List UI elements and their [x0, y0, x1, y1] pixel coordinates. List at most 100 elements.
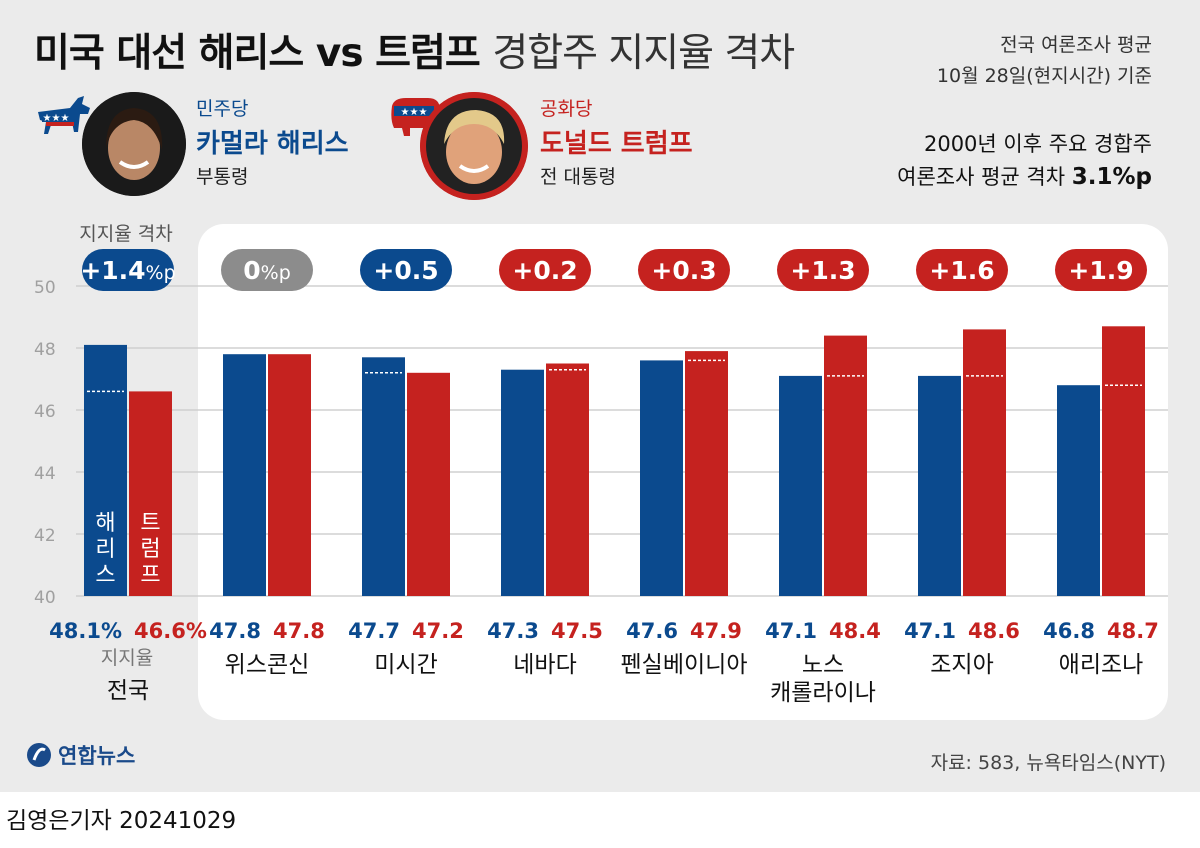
category-label: 캐롤라이나 — [770, 680, 876, 706]
gap-pill — [916, 249, 1008, 291]
trump-bar — [963, 329, 1006, 596]
category-label: 네바다 — [513, 652, 576, 678]
category-label: 노스 — [802, 652, 844, 678]
trump-party: 공화당 — [540, 98, 593, 120]
trump-bar — [407, 372, 450, 596]
harris-party: 민주당 — [196, 98, 249, 120]
category-label: 펜실베이니아 — [621, 652, 748, 678]
gap-value-label: 0%p — [243, 256, 291, 285]
trump-bar — [1102, 326, 1145, 596]
harris-info: 민주당 카멀라 해리스 부통령 — [196, 94, 349, 189]
gap-number: +1.3 — [790, 256, 855, 285]
y-tick-label: 46 — [34, 402, 56, 422]
trump-value-label: 47.9 — [690, 619, 742, 643]
gap-pill — [82, 249, 174, 291]
gap-pill — [499, 249, 591, 291]
harris-in-bar-char: 해 — [95, 511, 115, 536]
trump-bar — [546, 363, 589, 596]
gap-pill — [221, 249, 313, 291]
gap-unit: %p — [261, 262, 291, 284]
trump-value-label: 47.2 — [412, 619, 464, 643]
trump-name: 도널드 트럼프 — [540, 129, 693, 159]
democrat-donkey-icon: ★★★ — [38, 96, 90, 134]
gap-pill — [1055, 249, 1147, 291]
svg-text:★★★: ★★★ — [43, 113, 70, 124]
harris-name: 카멀라 해리스 — [196, 129, 349, 159]
page-title: 미국 대선 해리스 vs 트럼프 경합주 지지율 격차 — [34, 22, 795, 78]
source-note: 자료: 583, 뉴욕타임스(NYT) — [930, 752, 1166, 774]
survey-note: 전국 여론조사 평균 10월 28일(현지시간) 기준 — [937, 30, 1152, 92]
gap-unit: %p — [146, 262, 176, 284]
survey-note-line2: 10월 28일(현지시간) 기준 — [936, 65, 1152, 87]
gap-value-label: +0.3 — [651, 256, 716, 285]
harris-bar — [362, 357, 405, 596]
category-label: 위스콘신 — [225, 652, 310, 678]
harris-bar — [223, 354, 266, 596]
average-note-line2: 여론조사 평균 격차 3.1%p — [897, 164, 1152, 190]
trump-value-label: 48.6 — [968, 619, 1020, 643]
harris-role: 부통령 — [196, 166, 249, 188]
gap-value-label: +1.6 — [929, 256, 994, 285]
y-tick-label: 50 — [34, 278, 56, 298]
gap-number: +0.2 — [512, 256, 577, 285]
harris-bar — [918, 375, 961, 596]
harris-value-label: 47.8 — [209, 619, 261, 643]
harris-bar — [84, 344, 127, 596]
harris-value-label: 47.3 — [487, 619, 539, 643]
harris-value-label: 47.1 — [904, 619, 956, 643]
harris-value-label: 47.1 — [765, 619, 817, 643]
gap-number: +1.9 — [1068, 256, 1133, 285]
gap-number: +0.3 — [651, 256, 716, 285]
harris-bar — [501, 369, 544, 596]
yonhap-logo-icon — [27, 743, 51, 767]
trump-bar — [685, 351, 728, 596]
gap-value-label: +1.9 — [1068, 256, 1133, 285]
title-sub: 경합주 지지율 격차 — [492, 31, 795, 76]
gap-number: 0 — [243, 256, 260, 285]
harris-in-bar-char: 리 — [95, 537, 115, 562]
support-rate-label: 지지율 — [101, 647, 153, 669]
trump-value-label: 48.7 — [1107, 619, 1159, 643]
trump-value-label: 47.5 — [551, 619, 603, 643]
gap-pill — [777, 249, 869, 291]
trump-in-bar-char: 트 — [140, 511, 160, 536]
gap-pill — [638, 249, 730, 291]
y-tick-label: 42 — [34, 526, 56, 546]
harris-portrait — [82, 92, 186, 196]
category-label: 조지아 — [930, 652, 993, 678]
average-gap-value: 3.1%p — [1071, 164, 1152, 190]
svg-text:★★★: ★★★ — [401, 107, 428, 118]
harris-bar — [640, 360, 683, 596]
trump-bar — [129, 391, 172, 596]
brand-logo: 연합뉴스 — [26, 740, 135, 770]
byline: 김영은기자 20241029 — [6, 808, 237, 834]
trump-in-bar-char: 프 — [140, 563, 160, 588]
gap-number: +1.4 — [80, 256, 145, 285]
trump-info: 공화당 도널드 트럼프 전 대통령 — [540, 94, 693, 189]
average-gap-note: 2000년 이후 주요 경합주 여론조사 평균 격차 3.1%p — [897, 128, 1152, 194]
harris-value-label: 47.6 — [626, 619, 678, 643]
harris-bar — [779, 375, 822, 596]
gap-header: 지지율 격차 — [79, 223, 172, 245]
trump-bar — [824, 335, 867, 596]
harris-in-bar-char: 스 — [95, 563, 115, 588]
title-main: 미국 대선 해리스 vs 트럼프 — [34, 31, 481, 76]
gap-value-label: +0.5 — [373, 256, 438, 285]
y-tick-label: 44 — [34, 464, 56, 484]
y-tick-label: 40 — [34, 588, 56, 608]
category-label: 애리조나 — [1059, 652, 1144, 678]
category-label: 전국 — [107, 678, 149, 704]
trump-value-label: 47.8 — [273, 619, 325, 643]
gap-pill — [360, 249, 452, 291]
trump-value-label: 48.4 — [829, 619, 881, 643]
trump-value-label: 46.6% — [134, 619, 207, 643]
gap-value-label: +1.4%p — [80, 256, 175, 285]
harris-value-label: 46.8 — [1043, 619, 1095, 643]
trump-role: 전 대통령 — [540, 166, 616, 188]
gap-value-label: +0.2 — [512, 256, 577, 285]
gap-value-label: +1.3 — [790, 256, 855, 285]
survey-note-line1: 전국 여론조사 평균 — [1000, 34, 1152, 56]
average-note-line1: 2000년 이후 주요 경합주 — [923, 132, 1152, 156]
